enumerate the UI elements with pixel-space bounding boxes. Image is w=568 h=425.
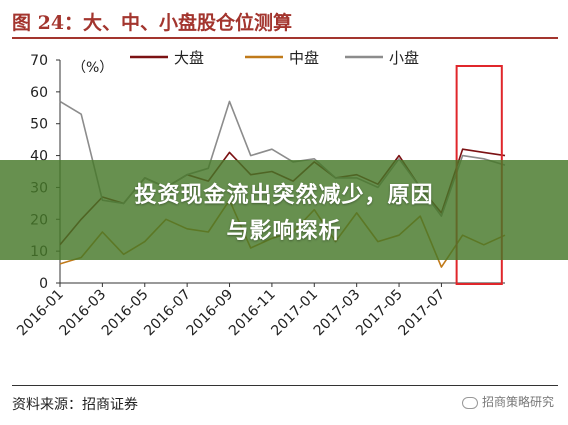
y-axis-unit-label: （%）	[72, 60, 113, 76]
figure-header: 图 24：大、中、小盘股仓位测算	[0, 0, 568, 40]
legend-label-large: 大盘	[174, 49, 204, 67]
position-line-chart: 010203040506070（%）2016-012016-032016-052…	[14, 49, 506, 340]
wechat-icon	[461, 396, 478, 409]
source-divider	[12, 385, 558, 386]
source-note: 资料来源：招商证券	[12, 397, 138, 413]
legend-label-mid: 中盘	[289, 49, 319, 67]
y-tick-label: 0	[39, 276, 48, 292]
banner-headline-line-1: 投资现金流出突然减少，原因	[134, 183, 434, 208]
watermark-text: 招商策略研究	[481, 395, 554, 409]
headline-banner	[0, 160, 568, 260]
title-divider	[12, 37, 558, 39]
y-tick-label: 60	[30, 85, 48, 101]
x-tick-label: 2017-07	[396, 287, 449, 340]
chart-legend: 大盘 中盘 小盘	[130, 49, 419, 67]
figure-title: 图 24：大、中、小盘股仓位测算	[12, 12, 293, 34]
banner-headline-line-2: 与影响探析	[226, 219, 342, 244]
watermark: 招商策略研究	[461, 393, 554, 410]
y-tick-label: 50	[30, 117, 48, 133]
legend-label-small: 小盘	[389, 49, 419, 67]
y-tick-label: 70	[30, 53, 48, 69]
